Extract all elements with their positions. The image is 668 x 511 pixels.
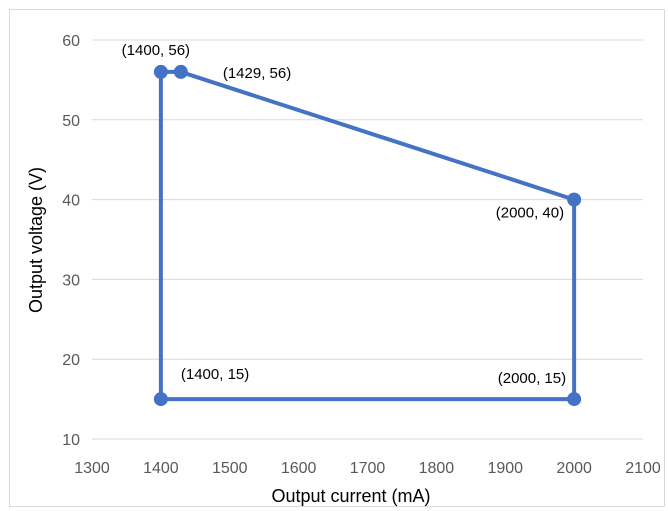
- data-label: (1429, 56): [223, 65, 291, 82]
- data-point: [153, 392, 168, 407]
- data-point: [173, 64, 188, 79]
- chart-frame: [9, 9, 665, 507]
- data-point: [567, 392, 582, 407]
- y-axis-title: Output voltage (V): [26, 167, 46, 313]
- data-point: [567, 192, 582, 207]
- data-label: (2000, 40): [496, 205, 564, 222]
- data-label: (1400, 15): [181, 366, 249, 383]
- y-tick-label: 50: [62, 113, 80, 130]
- x-tick-label: 1600: [281, 460, 317, 477]
- y-tick-label: 20: [62, 352, 80, 369]
- x-tick-labels: 1300 1400 1500 1600 1700 1800 1900 2000 2100: [74, 460, 661, 477]
- x-tick-label: 2000: [556, 460, 592, 477]
- series-points: [153, 64, 582, 407]
- x-axis-title: Output current (mA): [271, 486, 430, 506]
- x-tick-label: 2100: [625, 460, 661, 477]
- x-tick-label: 1300: [74, 460, 110, 477]
- series-line-0: [158, 69, 577, 402]
- data-point: [153, 64, 168, 79]
- y-tick-labels: 10 20 30 40 50 60: [62, 33, 80, 449]
- y-tick-label: 40: [62, 193, 80, 210]
- y-tick-label: 60: [62, 33, 80, 50]
- x-tick-label: 1400: [143, 460, 179, 477]
- gridlines: [92, 39, 643, 440]
- y-tick-label: 10: [62, 432, 80, 449]
- y-tick-label: 30: [62, 272, 80, 289]
- x-tick-label: 1500: [212, 460, 248, 477]
- data-labels: (1400, 15) (1400, 56) (1429, 56) (2000, 40)…: [122, 42, 566, 387]
- data-label: (1400, 56): [122, 42, 190, 59]
- x-tick-label: 1800: [419, 460, 455, 477]
- series-line: [158, 69, 577, 402]
- x-tick-label: 1900: [487, 460, 523, 477]
- x-tick-label: 1700: [350, 460, 386, 477]
- data-label: (2000, 15): [498, 370, 566, 387]
